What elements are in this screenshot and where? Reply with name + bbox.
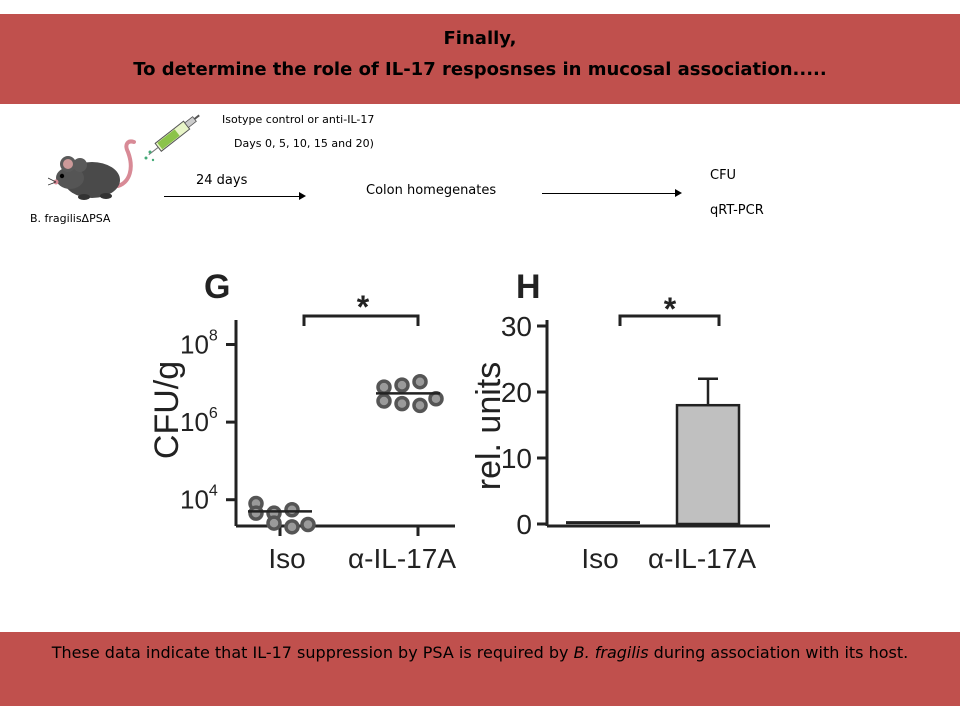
panel-label-h: H bbox=[516, 268, 541, 306]
data-point-g-1-1 bbox=[394, 377, 410, 393]
title-line-2: To determine the role of IL-17 resposnse… bbox=[133, 59, 827, 80]
data-point-g-1-5 bbox=[412, 397, 428, 414]
y-tick-label-g-1: 106 bbox=[180, 405, 218, 437]
injection-label: Isotype control or anti-IL-17 bbox=[222, 113, 375, 126]
data-point-g-0-5 bbox=[284, 519, 300, 535]
data-point-g-1-3 bbox=[376, 393, 392, 409]
syringe-icon bbox=[144, 114, 200, 162]
data-point-g-0-4 bbox=[266, 515, 282, 531]
readout-qrtpcr: qRT-PCR bbox=[710, 203, 764, 218]
x-label-anti-il17a-g: α-IL-17A bbox=[348, 543, 456, 574]
y-tick-label-g-2: 108 bbox=[180, 328, 218, 360]
readout-cfu: CFU bbox=[710, 168, 737, 183]
y-axis-label-h: rel. units bbox=[470, 362, 508, 491]
injection-days-label: Days 0, 5, 10, 15 and 20) bbox=[234, 137, 374, 150]
conclusion-text-1: These data indicate that IL-17 suppressi… bbox=[51, 643, 574, 662]
duration-label: 24 days bbox=[196, 173, 248, 188]
conclusion-text-2: during association with its host. bbox=[648, 643, 909, 662]
mouse-icon bbox=[48, 139, 136, 200]
data-point-g-0-6 bbox=[300, 516, 316, 533]
data-point-g-1-4 bbox=[394, 395, 410, 412]
y-tick-label-h-2: 20 bbox=[501, 377, 532, 408]
arrow-1 bbox=[164, 192, 306, 200]
data-point-g-1-0 bbox=[376, 379, 392, 395]
y-axis-label-g: CFU/g bbox=[148, 361, 186, 459]
data-point-g-1-2 bbox=[412, 373, 428, 390]
chart-panel-h: H rel. units 0 10 20 30 * Iso α-IL-17A bbox=[470, 268, 770, 574]
y-tick-label-h-3: 30 bbox=[501, 311, 532, 342]
title-line-1: Finally, bbox=[443, 28, 517, 49]
significance-star-h: * bbox=[664, 291, 677, 327]
data-point-g-0-2 bbox=[284, 502, 300, 518]
x-label-iso-h: Iso bbox=[581, 543, 618, 574]
significance-bracket-h bbox=[618, 314, 721, 326]
bar-h-1 bbox=[675, 403, 741, 526]
data-point-g-0-3 bbox=[248, 505, 264, 521]
significance-star-g: * bbox=[357, 289, 370, 325]
strain-label: B. fragilisΔPSA bbox=[30, 212, 111, 225]
chart-panel-g: G CFU/g 104 106 108 * Iso α-IL-17A bbox=[148, 268, 456, 574]
title-banner: Finally, To determine the role of IL-17 … bbox=[0, 14, 960, 104]
conclusion-banner: These data indicate that IL-17 suppressi… bbox=[0, 632, 960, 706]
sample-label: Colon homegenates bbox=[366, 183, 497, 198]
conclusion-text-italic: B. fragilis bbox=[573, 643, 649, 662]
y-tick-label-g-0: 104 bbox=[180, 483, 218, 515]
x-label-anti-il17a-h: α-IL-17A bbox=[648, 543, 756, 574]
panel-label-g: G bbox=[204, 268, 230, 306]
significance-bracket-g bbox=[302, 314, 420, 326]
arrow-2 bbox=[542, 189, 682, 197]
y-tick-label-h-0: 0 bbox=[516, 509, 532, 540]
y-tick-label-h-1: 10 bbox=[501, 443, 532, 474]
x-label-iso-g: Iso bbox=[268, 543, 305, 574]
